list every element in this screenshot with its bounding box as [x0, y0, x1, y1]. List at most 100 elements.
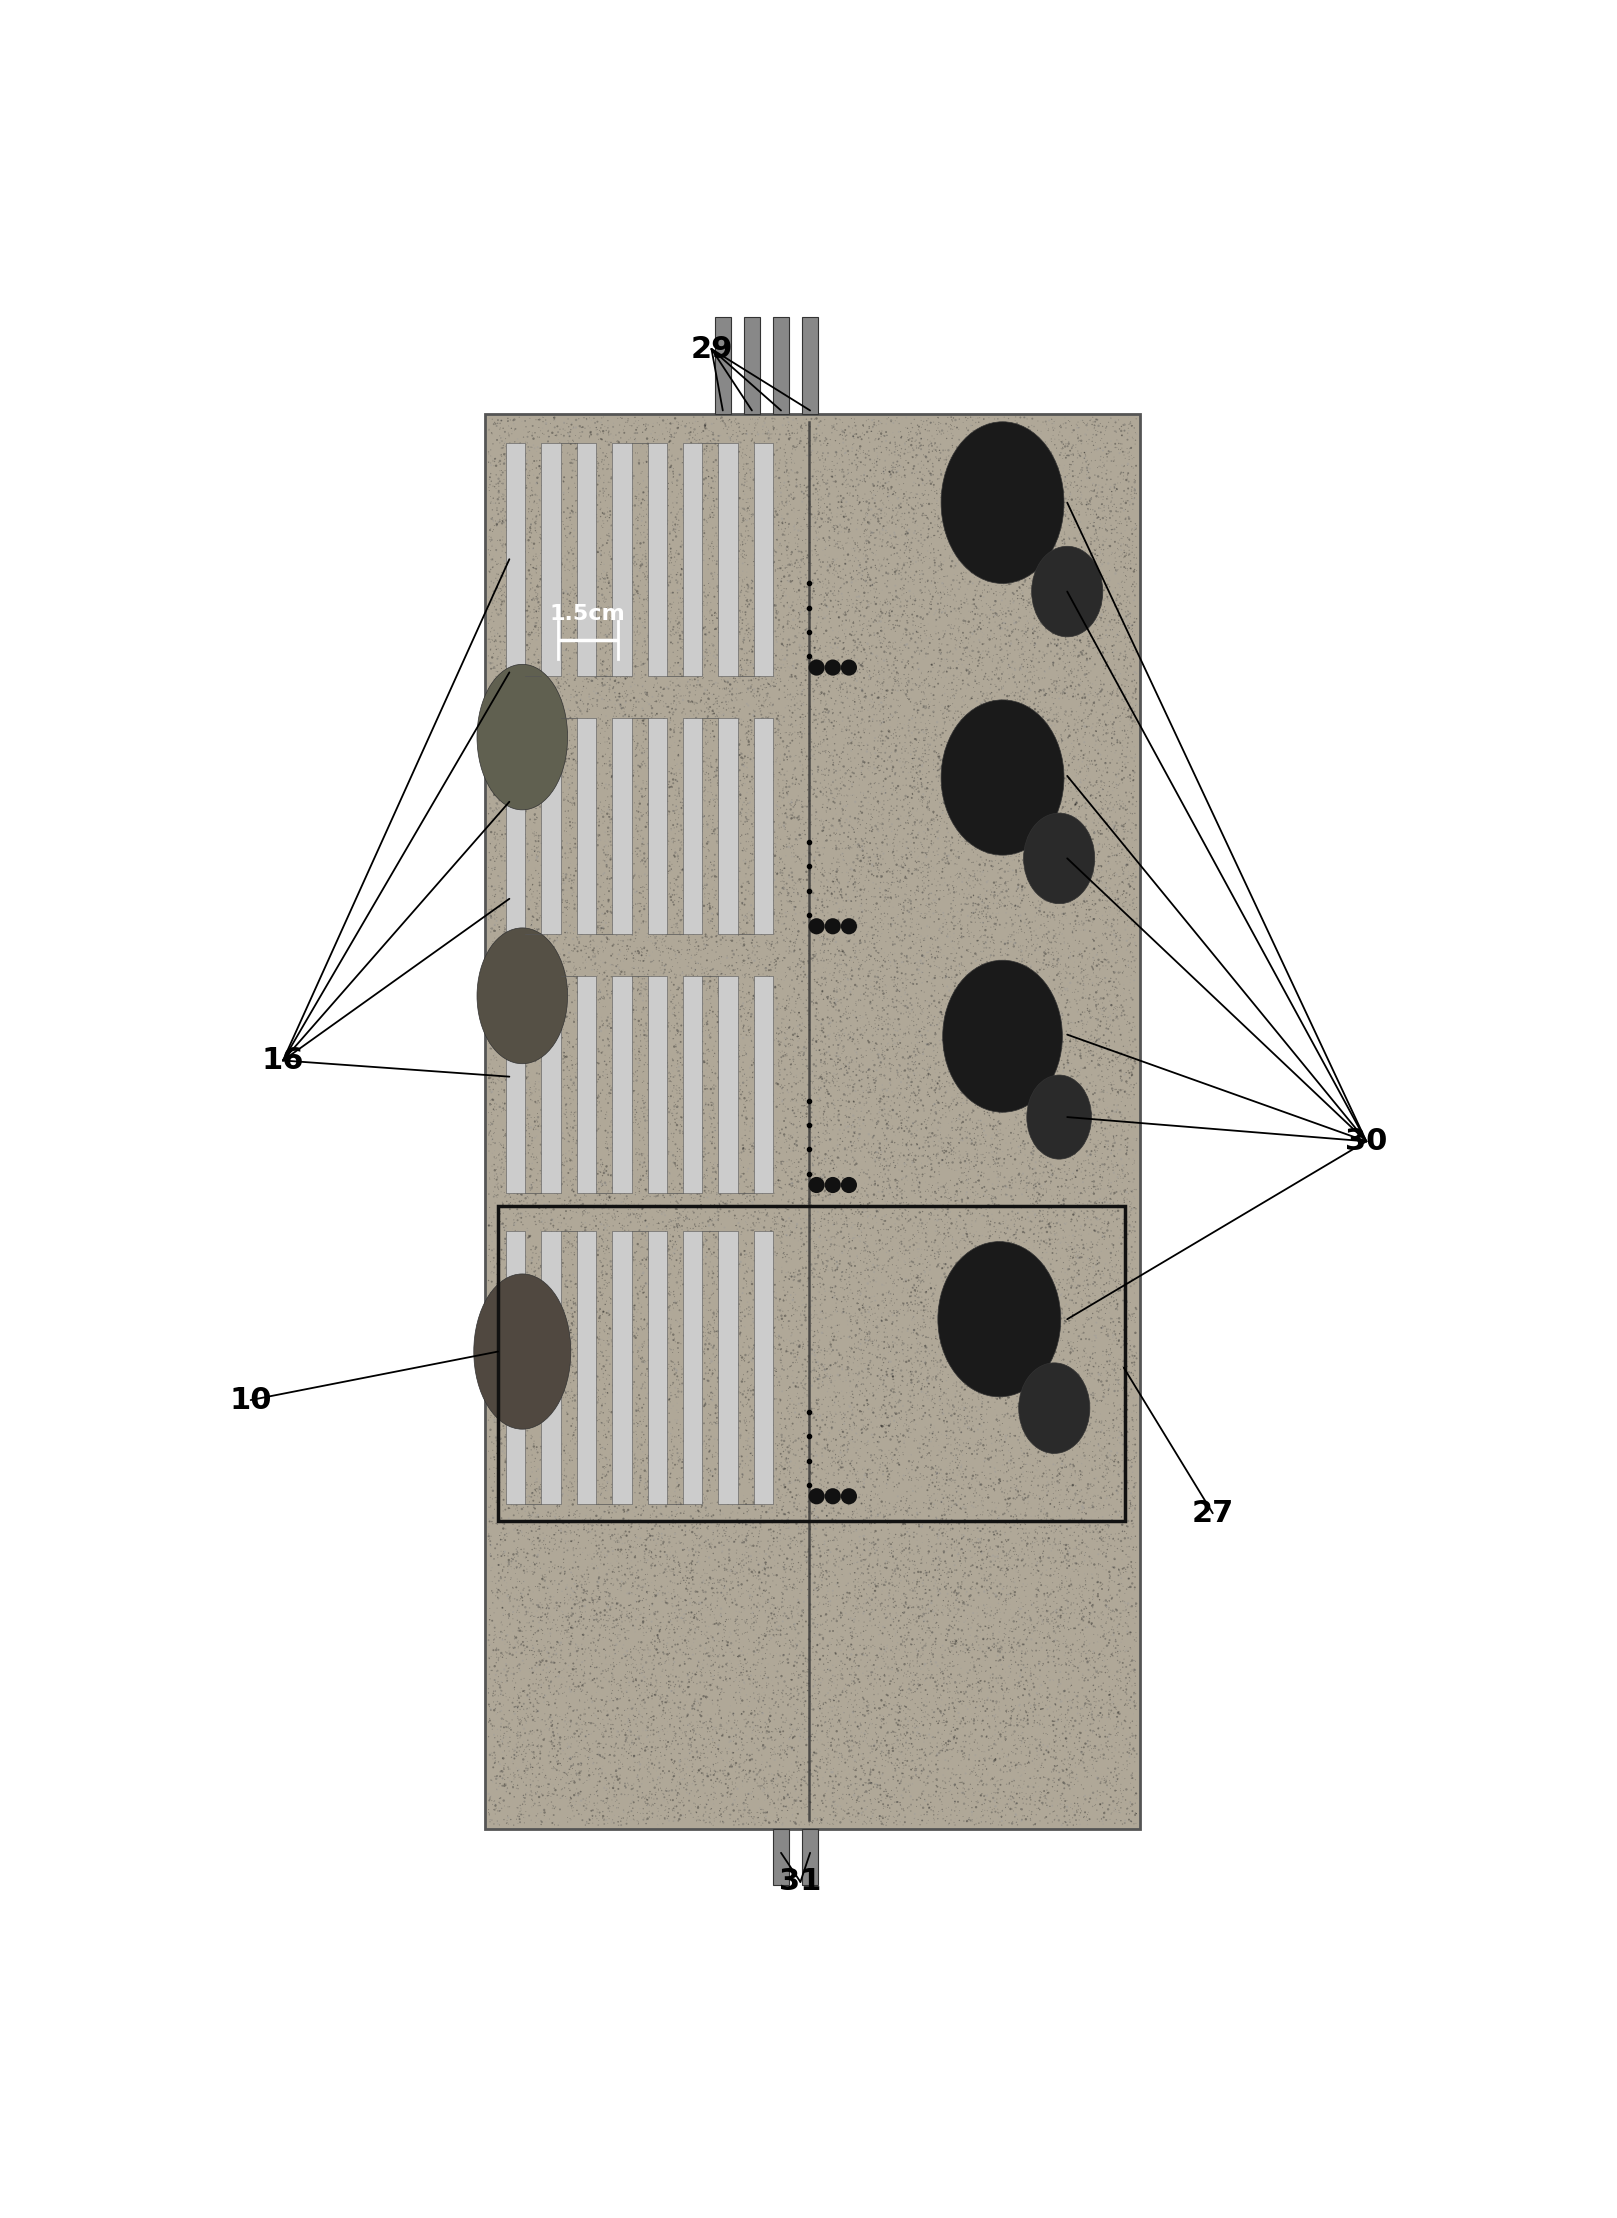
- Point: [815, 1632, 841, 1668]
- Point: [538, 958, 564, 994]
- Point: [1020, 1171, 1046, 1207]
- Point: [637, 825, 663, 861]
- Point: [902, 818, 928, 854]
- Point: [838, 1453, 863, 1488]
- Point: [818, 1446, 844, 1482]
- Point: [606, 754, 632, 790]
- Point: [731, 1045, 757, 1080]
- Point: [718, 903, 744, 938]
- Point: [703, 909, 729, 945]
- Point: [951, 1779, 977, 1814]
- Point: [920, 510, 946, 546]
- Point: [593, 925, 619, 960]
- Point: [757, 1482, 783, 1517]
- Point: [854, 883, 880, 918]
- Point: [676, 1533, 702, 1568]
- Point: [744, 1171, 770, 1207]
- Point: [699, 1016, 724, 1051]
- Point: [1020, 1477, 1046, 1513]
- Point: [532, 1269, 558, 1304]
- Point: [550, 1045, 576, 1080]
- Point: [723, 1522, 749, 1557]
- Point: [1036, 885, 1062, 920]
- Point: [673, 568, 699, 603]
- Point: [1048, 994, 1074, 1029]
- Point: [760, 996, 786, 1031]
- Point: [951, 779, 977, 814]
- Point: [794, 1233, 820, 1269]
- Point: [902, 1038, 928, 1074]
- Point: [593, 608, 619, 643]
- Point: [618, 792, 644, 827]
- Point: [559, 701, 585, 736]
- Point: [687, 1695, 713, 1730]
- Point: [1075, 814, 1101, 849]
- Point: [692, 1479, 718, 1515]
- Point: [768, 1701, 794, 1737]
- Point: [980, 1096, 1006, 1131]
- Point: [645, 1098, 671, 1133]
- Point: [894, 539, 920, 574]
- Point: [1106, 699, 1132, 734]
- Point: [508, 439, 534, 475]
- Point: [1122, 577, 1148, 612]
- Point: [807, 508, 833, 543]
- Point: [917, 1400, 943, 1435]
- Point: [1098, 861, 1124, 896]
- Point: [1122, 1224, 1148, 1260]
- Point: [516, 1003, 542, 1038]
- Point: [810, 441, 836, 477]
- Point: [661, 883, 687, 918]
- Point: [572, 1444, 598, 1479]
- Point: [847, 519, 873, 554]
- Point: [508, 1790, 534, 1825]
- Point: [590, 654, 616, 690]
- Point: [639, 958, 665, 994]
- Point: [1009, 1273, 1035, 1309]
- Point: [897, 421, 923, 457]
- Point: [1119, 1544, 1145, 1579]
- Point: [771, 940, 797, 976]
- Point: [529, 1009, 555, 1045]
- Point: [585, 936, 611, 971]
- Point: [514, 1641, 540, 1677]
- Point: [613, 506, 639, 541]
- Point: [846, 1074, 872, 1109]
- Point: [602, 1235, 627, 1271]
- Point: [747, 692, 773, 728]
- Point: [665, 625, 690, 661]
- Point: [603, 1757, 629, 1792]
- Point: [597, 1298, 623, 1333]
- Point: [821, 754, 847, 790]
- Point: [1117, 1706, 1143, 1741]
- Point: [1056, 1125, 1082, 1160]
- Point: [572, 801, 598, 836]
- Point: [1053, 1140, 1079, 1176]
- Point: [648, 1289, 674, 1324]
- Point: [559, 734, 585, 770]
- Point: [500, 1400, 526, 1435]
- Point: [682, 932, 708, 967]
- Point: [744, 1588, 770, 1624]
- Point: [812, 1003, 838, 1038]
- Point: [632, 634, 658, 670]
- Point: [522, 1107, 548, 1142]
- Point: [969, 1397, 994, 1433]
- Point: [556, 1317, 582, 1353]
- Point: [836, 701, 862, 736]
- Point: [783, 1471, 808, 1506]
- Point: [935, 805, 960, 841]
- Point: [568, 503, 593, 539]
- Point: [632, 1149, 658, 1184]
- Point: [1025, 920, 1051, 956]
- Point: [737, 1661, 763, 1697]
- Point: [873, 976, 899, 1011]
- Point: [1022, 1408, 1048, 1444]
- Point: [784, 699, 810, 734]
- Point: [1064, 1202, 1090, 1238]
- Point: [519, 1508, 545, 1544]
- Point: [723, 1058, 749, 1093]
- Point: [969, 685, 994, 721]
- Point: [1049, 441, 1075, 477]
- Point: [959, 1355, 985, 1391]
